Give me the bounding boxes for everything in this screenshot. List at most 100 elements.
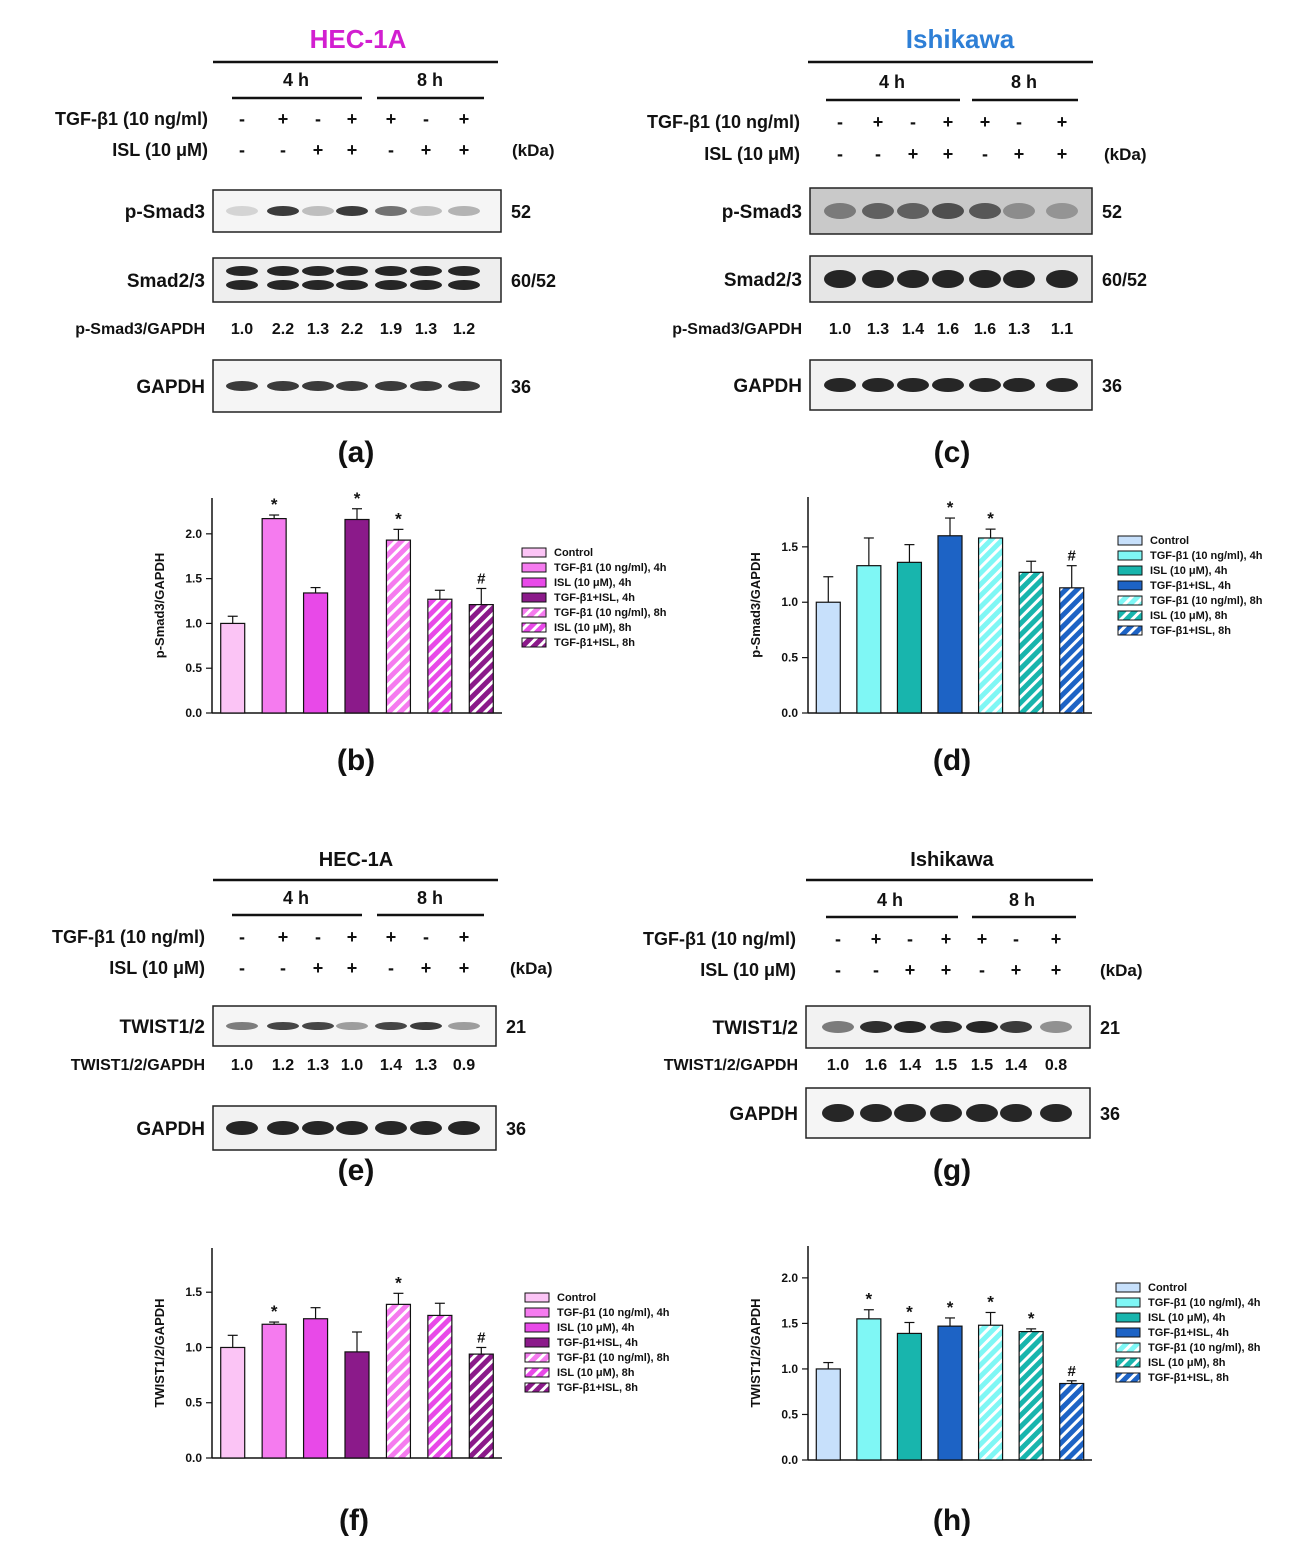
treatment-sign: + (977, 929, 988, 949)
y-tick-label: 0.5 (781, 651, 798, 665)
legend-entry: TGF-β1+ISL, 4h (1150, 580, 1231, 592)
treatment-sign: - (1013, 929, 1019, 949)
legend-entry: ISL (10 μM), 4h (1150, 565, 1228, 577)
blot-band (448, 266, 480, 276)
blot-band (966, 1021, 998, 1033)
significance-mark: * (947, 1298, 954, 1317)
ratio-value: 2.2 (272, 321, 294, 338)
treatment-sign: - (423, 109, 429, 129)
blot-band (336, 280, 368, 290)
treatment-sign: - (239, 927, 245, 947)
blot-band (448, 1022, 480, 1030)
treatment-sign: + (943, 144, 954, 164)
treatment-sign: - (837, 144, 843, 164)
bar-chart-b: 0.0 0.5 1.0 1.5 2.0 p-Smad3/GAPDH * * * # Control T… (152, 489, 667, 777)
legend-swatch (521, 622, 547, 633)
significance-mark: * (1028, 1309, 1035, 1328)
blot-band (267, 1121, 299, 1135)
time-label-4h: 4 h (283, 888, 309, 908)
treatment-row-label: TGF-β1 (10 ng/ml) (55, 109, 208, 129)
ratio-value: 1.6 (937, 321, 959, 338)
blot-band (1003, 203, 1035, 219)
treatment-sign: - (835, 929, 841, 949)
bar (937, 535, 963, 714)
legend-swatch (1117, 565, 1143, 576)
significance-mark: # (477, 570, 486, 587)
significance-mark: # (1068, 1363, 1077, 1380)
ratio-value: 1.4 (902, 321, 924, 338)
blot-band (226, 266, 258, 276)
blot-band (448, 1121, 480, 1135)
treatment-sign: + (908, 144, 919, 164)
blot-band (1040, 1021, 1072, 1033)
ratio-value: 1.3 (415, 1057, 437, 1074)
significance-mark: * (395, 1273, 402, 1292)
ratio-value: 1.4 (899, 1057, 921, 1074)
legend-entry: TGF-β1+ISL, 8h (554, 637, 635, 649)
blot-band (897, 270, 929, 288)
y-tick-label: 1.0 (185, 616, 202, 630)
blot-membrane (212, 1005, 497, 1047)
legend-entry: TGF-β1 (10 ng/ml), 4h (1148, 1297, 1261, 1309)
molecular-weight: 36 (1102, 376, 1122, 396)
bar-chart-d: 0.0 0.5 1.0 1.5 p-Smad3/GAPDH * * # Control TGF-β… (748, 497, 1263, 777)
bar (302, 1318, 329, 1459)
bar (468, 604, 494, 714)
ratio-value: 2.2 (341, 321, 363, 338)
treatment-row-label: TGF-β1 (10 ng/ml) (52, 927, 205, 947)
ratio-value: 1.6 (865, 1057, 887, 1074)
legend-swatch (1115, 1372, 1141, 1383)
blot-band (375, 1022, 407, 1030)
treatment-sign: + (871, 929, 882, 949)
panel-label: (c) (934, 436, 971, 469)
blot-band (375, 1121, 407, 1135)
bar (856, 565, 882, 714)
blot-band (448, 280, 480, 290)
ratio-value: 1.1 (1051, 321, 1073, 338)
treatment-sign: - (239, 958, 245, 978)
blot-band (302, 266, 334, 276)
legend-entry: ISL (10 μM), 4h (1148, 1312, 1226, 1324)
bar (815, 601, 841, 714)
y-tick-label: 1.0 (781, 1362, 798, 1376)
protein-label: GAPDH (733, 376, 802, 397)
bar (220, 622, 246, 714)
blot-band (302, 381, 334, 391)
blot-band (930, 1021, 962, 1033)
ratio-value: 1.3 (867, 321, 889, 338)
blot-band (410, 381, 442, 391)
legend-swatch (1117, 595, 1143, 606)
ratio-label: p-Smad3/GAPDH (75, 321, 205, 338)
legend-entry: TGF-β1 (10 ng/ml), 8h (557, 1352, 670, 1364)
legend-swatch (1117, 535, 1143, 546)
treatment-sign: + (905, 960, 916, 980)
blot-band (302, 280, 334, 290)
blot-band (226, 1022, 258, 1030)
treatment-sign: - (315, 109, 321, 129)
treatment-sign: + (1057, 112, 1068, 132)
blot-band (336, 1022, 368, 1030)
treatment-sign: + (459, 927, 470, 947)
treatment-sign: - (280, 140, 286, 160)
panel-title: Ishikawa (906, 24, 1015, 54)
protein-label: GAPDH (136, 1119, 205, 1140)
bar (302, 592, 329, 714)
treatment-sign: + (873, 112, 884, 132)
ratio-label: TWIST1/2/GAPDH (664, 1057, 798, 1074)
ratio-value: 1.3 (307, 321, 329, 338)
ratio-value: 0.9 (453, 1057, 475, 1074)
blot-band (1003, 270, 1035, 288)
legend-entry: ISL (10 μM), 8h (1148, 1357, 1226, 1369)
treatment-row-label: ISL (10 μM) (704, 144, 800, 164)
y-tick-label: 1.5 (781, 1316, 798, 1330)
molecular-weight: 60/52 (511, 271, 556, 291)
legend-entry: TGF-β1 (10 ng/ml), 4h (557, 1307, 670, 1319)
treatment-row-label: ISL (10 μM) (112, 140, 208, 160)
treatment-row-label: ISL (10 μM) (700, 960, 796, 980)
blot-band (448, 206, 480, 216)
molecular-weight: 21 (1100, 1018, 1120, 1038)
bar (977, 1324, 1004, 1461)
treatment-sign: - (982, 144, 988, 164)
time-label-8h: 8 h (417, 888, 443, 908)
